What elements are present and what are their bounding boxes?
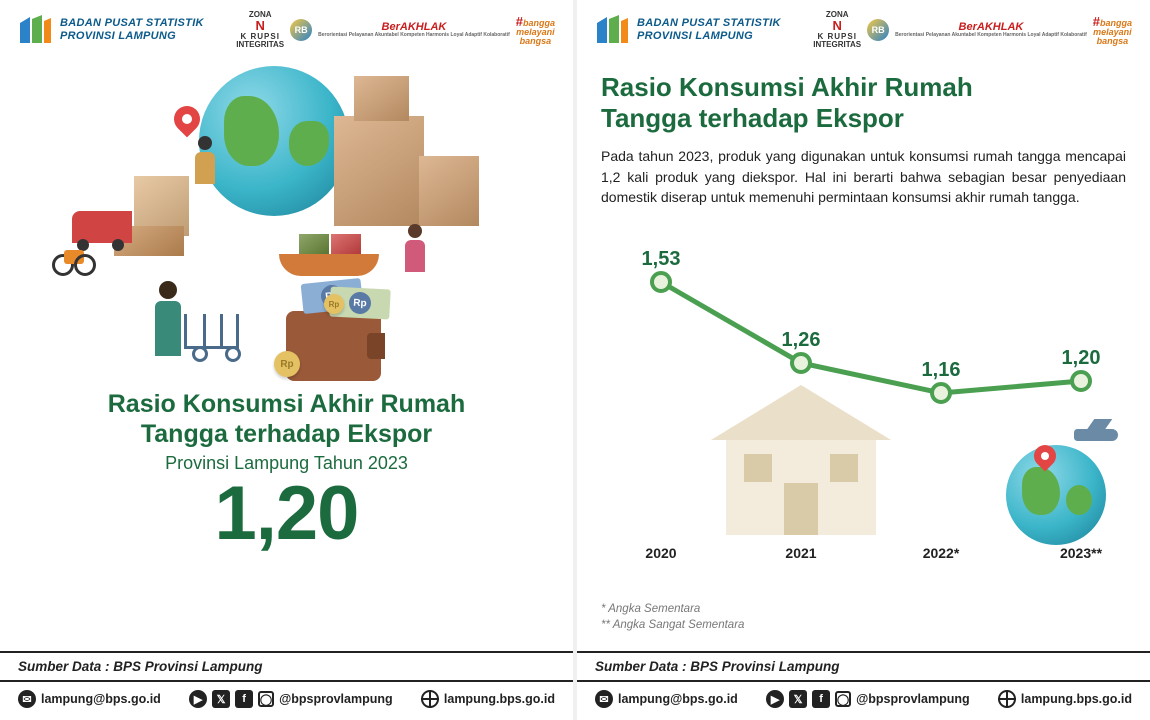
wallet-icon: [286, 311, 381, 381]
chart-x-label: 2020: [645, 545, 676, 561]
chart-value-label: 1,20: [1062, 347, 1101, 370]
contact-social: ▶ 𝕏 f ◯ @bpsprovlampung: [189, 690, 393, 708]
bps-logo-icon: [18, 13, 52, 47]
contact-email: ✉ lampung@bps.go.id: [595, 690, 738, 708]
right-title: Rasio Konsumsi Akhir Rumah Tangga terhad…: [601, 72, 1126, 134]
cargo-box-icon: [334, 116, 424, 226]
web-icon: [421, 690, 439, 708]
org-name: BADAN PUSAT STATISTIK PROVINSI LAMPUNG: [60, 17, 204, 42]
org-line1: BADAN PUSAT STATISTIK: [60, 17, 204, 30]
instagram-icon: ◯: [258, 691, 274, 707]
chart-value-label: 1,16: [922, 359, 961, 382]
shopper-icon: [154, 281, 182, 361]
header: BADAN PUSAT STATISTIK PROVINSI LAMPUNG Z…: [577, 0, 1150, 56]
bps-logo: BADAN PUSAT STATISTIK PROVINSI LAMPUNG: [595, 13, 781, 47]
coin-icon: Rp: [324, 294, 344, 314]
facebook-icon: f: [812, 690, 830, 708]
chart-value-label: 1,53: [642, 248, 681, 271]
chart-notes: * Angka Sementara ** Angka Sangat Sement…: [601, 601, 1126, 633]
x-icon: 𝕏: [212, 690, 230, 708]
org-line2: PROVINSI LAMPUNG: [60, 30, 204, 43]
bangga-badge: #bangga melayani bangsa: [516, 15, 555, 46]
cargo-box-icon: [354, 76, 409, 121]
headline-value: 1,20: [24, 476, 549, 552]
bangga-badge: #bangga melayani bangsa: [1093, 15, 1132, 46]
chart-value-label: 1,26: [782, 329, 821, 352]
left-title: Rasio Konsumsi Akhir Rumah Tangga terhad…: [24, 390, 549, 449]
header: BADAN PUSAT STATISTIK PROVINSI LAMPUNG Z…: [0, 0, 573, 56]
web-icon: [998, 690, 1016, 708]
contact-web: lampung.bps.go.id: [998, 690, 1132, 708]
instagram-icon: ◯: [835, 691, 851, 707]
berakhlak-badge: BerAKHLAK Berorientasi Pelayanan Akuntab…: [895, 22, 1087, 38]
illustration-trade: Rp Rp: [24, 66, 549, 386]
chart-svg: [601, 225, 1126, 595]
contact-email: ✉ lampung@bps.go.id: [18, 690, 161, 708]
worker-icon: [194, 136, 216, 186]
youtube-icon: ▶: [766, 690, 784, 708]
worker-icon: [404, 224, 426, 274]
contact-web: lampung.bps.go.id: [421, 690, 555, 708]
cargo-box-icon: [419, 156, 479, 226]
x-icon: 𝕏: [789, 690, 807, 708]
source-label: Sumber Data : BPS Provinsi Lampung: [0, 651, 573, 682]
email-icon: ✉: [18, 690, 36, 708]
coin-icon: Rp: [274, 351, 300, 377]
bps-logo: BADAN PUSAT STATISTIK PROVINSI LAMPUNG: [18, 13, 204, 47]
rb-badge: RB: [290, 19, 312, 41]
truck-icon: [72, 211, 132, 243]
rb-badge: RB: [867, 19, 889, 41]
email-icon: ✉: [595, 690, 613, 708]
footer-right: ✉ lampung@bps.go.id ▶ 𝕏 f ◯ @bpsprovlamp…: [577, 682, 1150, 720]
line-chart: 1,53 2020 1,26 2021 1,16 2022* 1,20 2023**: [601, 225, 1126, 595]
bps-logo-icon: [595, 13, 629, 47]
container-icon: [331, 234, 361, 254]
header-badges: ZONA N K RUPSI INTEGRITAS RB BerAKHLAK B…: [236, 11, 555, 49]
chart-x-label: 2023**: [1060, 545, 1102, 561]
zona-integritas-badge: ZONA N K RUPSI INTEGRITAS: [813, 11, 861, 49]
source-label: Sumber Data : BPS Provinsi Lampung: [577, 651, 1150, 682]
facebook-icon: f: [235, 690, 253, 708]
org-name: BADAN PUSAT STATISTIK PROVINSI LAMPUNG: [637, 17, 781, 42]
shopping-cart-icon: [184, 314, 254, 364]
left-content: Rp Rp Rasio Konsumsi Akhir Rumah Tangga …: [0, 56, 573, 651]
header-badges: ZONA N K RUPSI INTEGRITAS RB BerAKHLAK B…: [813, 11, 1132, 49]
contact-social: ▶ 𝕏 f ◯ @bpsprovlampung: [766, 690, 970, 708]
panel-right: BADAN PUSAT STATISTIK PROVINSI LAMPUNG Z…: [577, 0, 1150, 720]
description-paragraph: Pada tahun 2023, produk yang digunakan u…: [601, 146, 1126, 207]
chart-x-label: 2022*: [923, 545, 960, 561]
chart-x-label: 2021: [785, 545, 816, 561]
footer-left: ✉ lampung@bps.go.id ▶ 𝕏 f ◯ @bpsprovlamp…: [0, 682, 573, 720]
globe-icon: [199, 66, 349, 216]
motorbike-icon: [52, 248, 96, 276]
ship-icon: [279, 254, 379, 276]
container-icon: [299, 234, 329, 254]
panel-left: BADAN PUSAT STATISTIK PROVINSI LAMPUNG Z…: [0, 0, 573, 720]
right-content: Rasio Konsumsi Akhir Rumah Tangga terhad…: [577, 56, 1150, 651]
youtube-icon: ▶: [189, 690, 207, 708]
zona-integritas-badge: ZONA N K RUPSI INTEGRITAS: [236, 11, 284, 49]
berakhlak-badge: BerAKHLAK Berorientasi Pelayanan Akuntab…: [318, 22, 510, 38]
